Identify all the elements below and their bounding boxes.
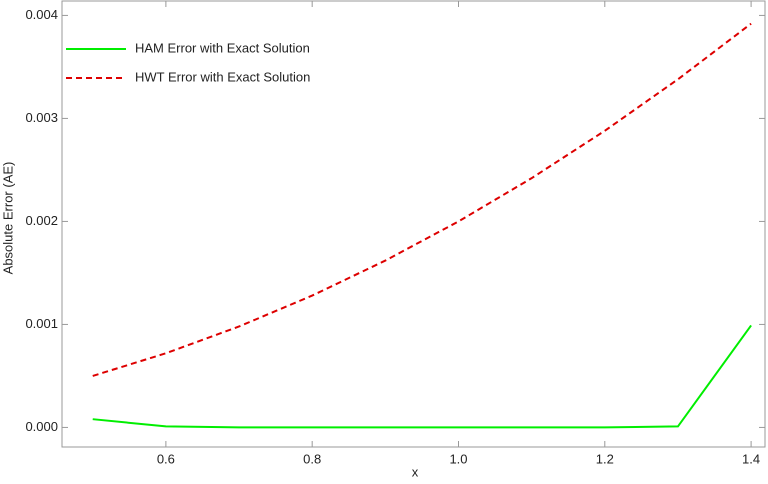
y-axis-label: Absolute Error (AE) — [0, 162, 15, 275]
y-tick-label: 0.002 — [25, 213, 58, 228]
data-line — [92, 324, 752, 429]
y-tick-label: 0.001 — [25, 316, 58, 331]
legend-label: HAM Error with Exact Solution — [135, 40, 310, 55]
y-tick-label: 0.000 — [25, 419, 58, 434]
x-tick-label: 0.8 — [303, 451, 321, 466]
x-tick-label: 1.2 — [596, 451, 614, 466]
x-tick-label: 1.4 — [742, 451, 760, 466]
y-tick-label: 0.003 — [25, 110, 58, 125]
data-line — [92, 22, 752, 377]
x-axis-label: x — [412, 464, 419, 479]
legend-label: HWT Error with Exact Solution — [135, 69, 310, 84]
x-tick-label: 1.0 — [449, 451, 467, 466]
y-tick-label: 0.004 — [25, 7, 58, 22]
x-tick-label: 0.6 — [157, 451, 175, 466]
plot-frame — [61, 0, 766, 448]
